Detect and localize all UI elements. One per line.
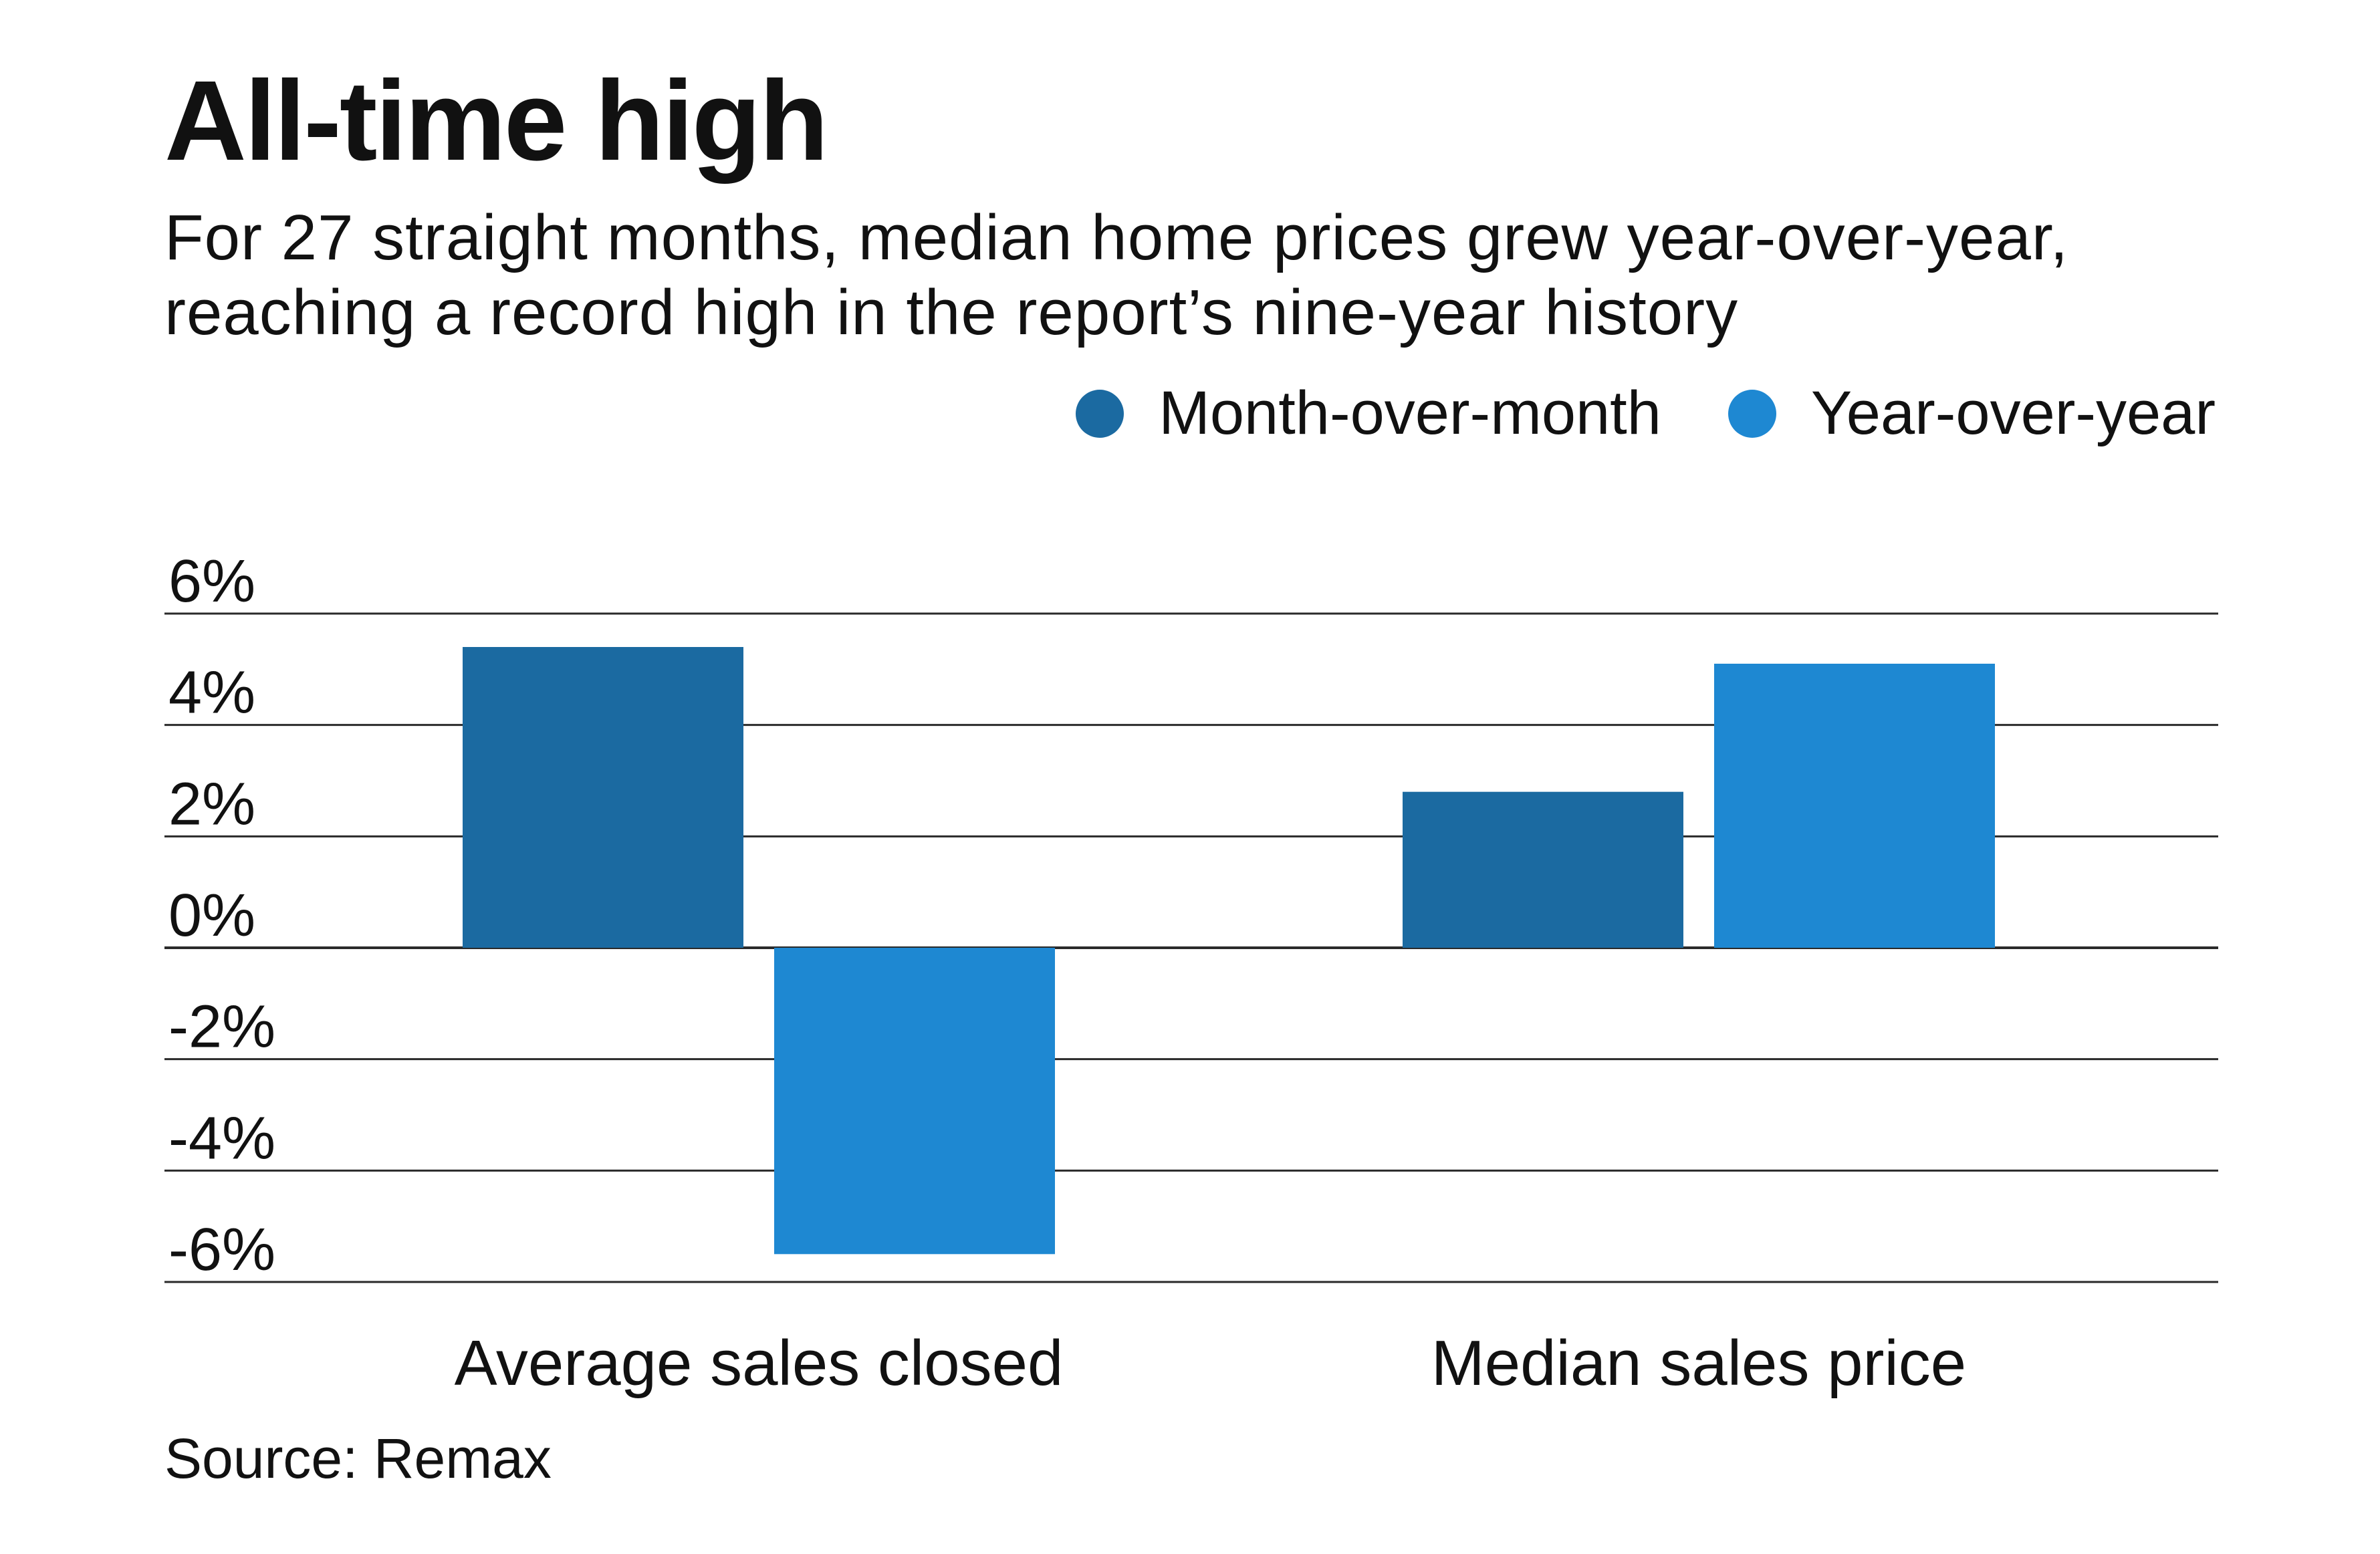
y-axis-ticks: 6% 4% 2% 0% -2% -4% -6% <box>168 548 275 1283</box>
y-tick-label: -6% <box>168 1216 275 1283</box>
x-category-label: Average sales closed <box>455 1327 1064 1399</box>
y-tick-label: 2% <box>168 771 255 837</box>
legend-label-year-over-year: Year-over-year <box>1810 379 2216 447</box>
bar <box>1403 791 1683 948</box>
bars <box>463 647 1995 1255</box>
legend-dot-month-over-month <box>1076 389 1124 438</box>
y-tick-label: -2% <box>168 994 275 1061</box>
bar <box>463 647 743 948</box>
y-tick-label: 0% <box>168 882 255 949</box>
x-axis-categories: Average sales closed Median sales price <box>455 1327 1967 1399</box>
bar <box>1714 664 1995 948</box>
legend-item-year-over-year: Year-over-year <box>1728 378 2216 448</box>
legend-item-month-over-month: Month-over-month <box>1076 378 1661 448</box>
bar <box>774 948 1055 1255</box>
legend-dot-year-over-year <box>1728 389 1776 438</box>
chart-subtitle: For 27 straight months, median home pric… <box>164 202 2069 349</box>
y-tick-label: 4% <box>168 660 255 727</box>
x-category-label: Median sales price <box>1431 1327 1966 1399</box>
chart-legend: Month-over-month Year-over-year <box>1009 378 2216 448</box>
chart-title: All-time high <box>164 57 828 184</box>
y-tick-label: -4% <box>168 1105 275 1172</box>
source-note: Source: Remax <box>164 1427 552 1490</box>
y-tick-label: 6% <box>168 548 255 615</box>
legend-label-month-over-month: Month-over-month <box>1159 379 1661 447</box>
